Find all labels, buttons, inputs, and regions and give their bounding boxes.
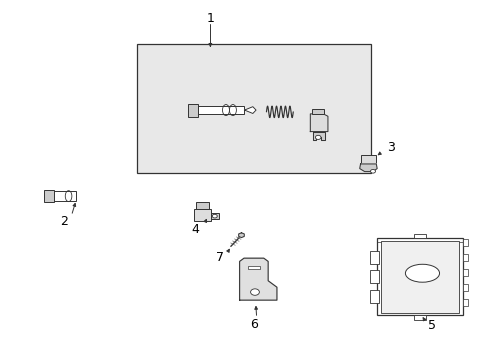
Ellipse shape <box>405 264 439 282</box>
Text: 5: 5 <box>427 319 435 332</box>
Bar <box>462 284 467 291</box>
Bar <box>377 238 462 315</box>
Bar <box>360 156 376 164</box>
Bar <box>187 104 198 117</box>
Bar <box>311 109 323 114</box>
Polygon shape <box>238 233 244 238</box>
Bar <box>196 202 208 208</box>
Text: 2: 2 <box>60 215 68 228</box>
Text: 1: 1 <box>206 12 214 25</box>
Bar <box>247 266 259 269</box>
Polygon shape <box>244 107 256 113</box>
Bar <box>137 44 370 173</box>
Circle shape <box>370 170 375 173</box>
Bar <box>210 213 219 219</box>
Bar <box>369 270 378 283</box>
Polygon shape <box>239 258 276 300</box>
Bar <box>52 191 76 201</box>
Bar <box>413 234 425 238</box>
Bar <box>198 106 244 114</box>
Polygon shape <box>359 164 376 172</box>
Bar <box>462 269 467 276</box>
Bar <box>381 241 458 312</box>
Bar <box>462 254 467 261</box>
Bar <box>369 251 378 264</box>
Bar <box>413 315 425 320</box>
Bar <box>194 208 210 221</box>
Circle shape <box>212 214 217 218</box>
Polygon shape <box>312 132 325 140</box>
Circle shape <box>315 135 320 139</box>
Text: 4: 4 <box>191 222 199 236</box>
Text: 6: 6 <box>250 318 258 331</box>
Bar <box>369 290 378 303</box>
Bar <box>462 299 467 306</box>
Text: 7: 7 <box>216 251 224 264</box>
Bar <box>462 239 467 246</box>
Circle shape <box>250 289 259 295</box>
Polygon shape <box>310 114 327 132</box>
Bar <box>44 190 54 202</box>
Text: 3: 3 <box>386 140 394 153</box>
